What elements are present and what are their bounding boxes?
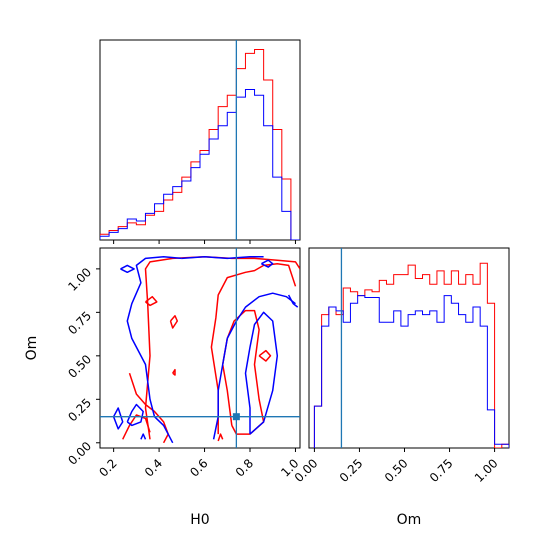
om-xtick-label-4: 1.00 — [472, 456, 501, 485]
contour-blue-5 — [126, 403, 144, 427]
contour-blue-4 — [112, 407, 124, 430]
om-xtick-label-3: 0.75 — [427, 456, 456, 485]
contour-frame — [99, 247, 301, 449]
contour-blue-7 — [120, 264, 135, 274]
x-axis-label-h0: H0 — [190, 512, 209, 528]
om-histogram-ticks: 0.00 0.25 0.50 0.75 1.00 — [292, 448, 501, 485]
contour-ytick-label-3: 0.75 — [65, 309, 94, 338]
om-histogram-blue — [313, 295, 509, 448]
h0-histogram-frame — [99, 39, 301, 241]
om-histogram-marks — [313, 248, 509, 448]
contour-red-4 — [122, 414, 151, 440]
h0-histogram-ticks — [113, 240, 296, 244]
h0-histogram-blue — [100, 89, 300, 240]
contour-red-2 — [221, 309, 265, 435]
contour-red-7 — [145, 295, 158, 307]
om-histogram-red — [313, 262, 509, 448]
contour-blue-9 — [287, 294, 299, 308]
contour-ticks: 0.2 0.4 0.6 0.8 1.00.000.250.500.751.00 — [65, 265, 301, 480]
contour-red-6 — [169, 315, 179, 329]
x-axis-label-om: Om — [397, 512, 422, 528]
contour-xtick-label-2: 0.6 — [187, 456, 210, 479]
contour-blue-1 — [181, 255, 264, 260]
contour-ytick-label-2: 0.50 — [65, 352, 94, 381]
contour-red-0 — [144, 255, 300, 440]
contour-red-5 — [258, 349, 272, 362]
om-histogram-panel: 0.00 0.25 0.50 0.75 1.00 Om — [292, 247, 510, 528]
contour-xtick-label-1: 0.4 — [142, 456, 165, 479]
h0-histogram-red — [100, 49, 300, 240]
h0-histogram-panel — [99, 39, 301, 244]
contour-blue-6 — [140, 433, 147, 440]
om-xtick-label-1: 0.25 — [337, 456, 366, 485]
contour-blue-8 — [261, 259, 274, 268]
h0-om-contour-panel: 0.2 0.4 0.6 0.8 1.00.000.250.500.751.00 H0 O… — [24, 247, 302, 528]
contour-red-9 — [172, 368, 176, 376]
contour-xtick-label-3: 0.8 — [233, 456, 256, 479]
contour-ytick-label-4: 1.00 — [65, 265, 94, 294]
h0-histogram-marks — [100, 40, 300, 240]
contour-blue-3 — [244, 311, 279, 435]
om-xtick-label-0: 0.00 — [292, 456, 321, 485]
om-histogram-frame — [308, 247, 510, 449]
y-axis-label-om: Om — [24, 336, 40, 361]
truth-marker — [232, 413, 240, 421]
contour-xtick-label-0: 0.2 — [96, 456, 119, 479]
contour-blue-0 — [126, 255, 182, 444]
contour-marks — [100, 248, 300, 448]
contour-red-1 — [210, 262, 297, 435]
contour-ytick-label-0: 0.00 — [65, 439, 94, 468]
contour-red-8 — [217, 433, 224, 442]
contour-ytick-label-1: 0.25 — [65, 396, 94, 425]
om-xtick-label-2: 0.50 — [382, 456, 411, 485]
